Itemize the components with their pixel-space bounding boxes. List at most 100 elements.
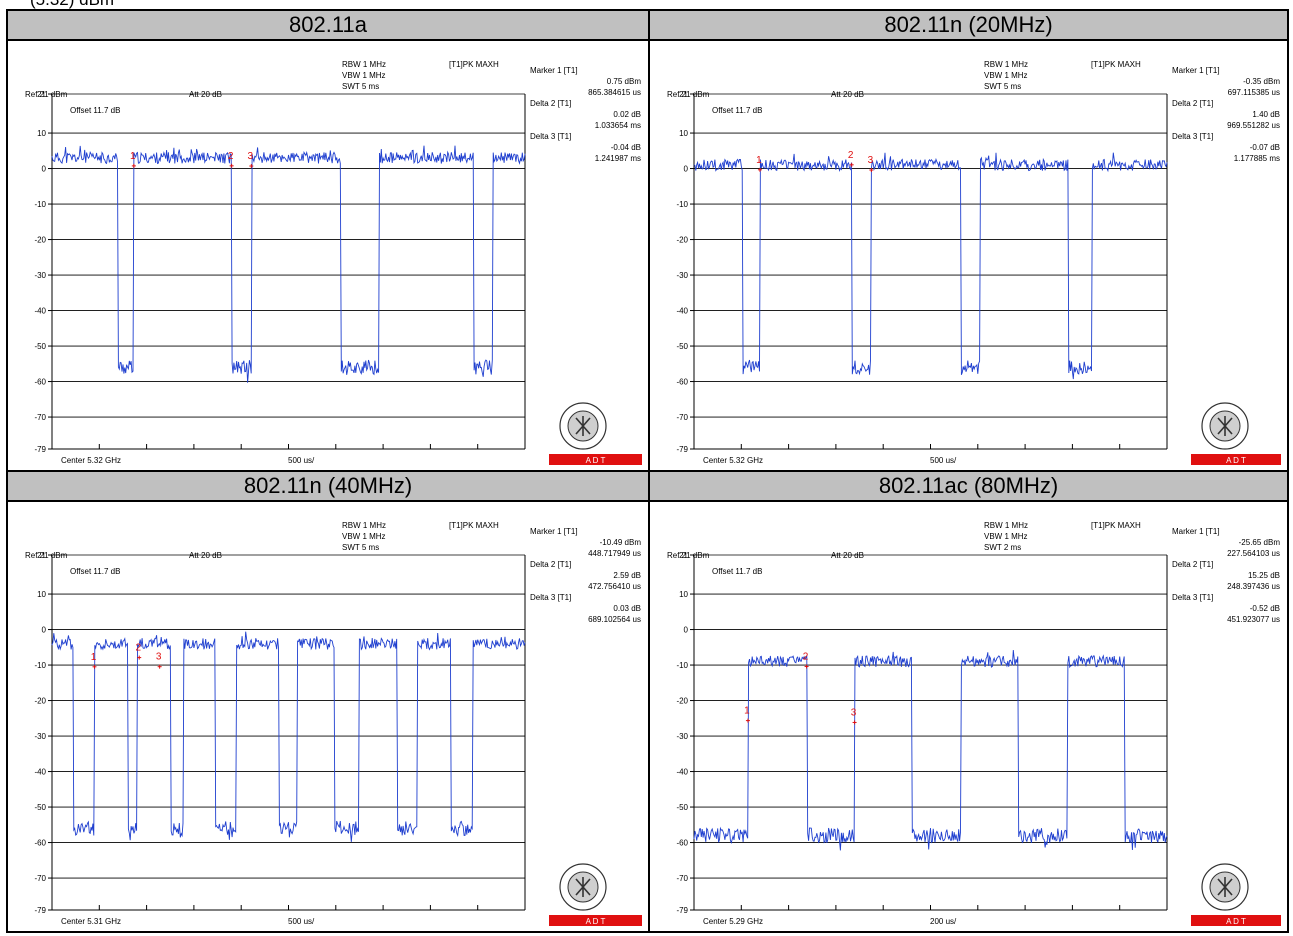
y-tick-label: -30 (34, 732, 46, 741)
marker-readout-level: 1.40 dB (1252, 110, 1280, 119)
marker-number: 2 (228, 151, 234, 162)
marker-number: 2 (135, 643, 141, 654)
marker-number: 1 (91, 652, 97, 663)
y-tick-label: -10 (676, 661, 688, 670)
marker-readout-time: 227.564103 us (1227, 549, 1280, 558)
chart-cell: Ref 21 dBm Att 20 dB Offset 11.7 dB RBW 1 M… (650, 502, 1287, 931)
y-tick-label: -50 (34, 803, 46, 812)
marker-number: 3 (248, 151, 254, 162)
marker-readout-label: Delta 2 [T1] (1172, 99, 1213, 108)
attenuation-label: Att 20 dB (189, 90, 222, 99)
panel-title: 802.11n (20MHz) (650, 11, 1287, 41)
top-fragment: (5.32) dBm (30, 0, 114, 9)
marker-readout-time: 1.033654 ms (595, 121, 641, 130)
marker-readout-label: Delta 3 [T1] (1172, 593, 1213, 602)
y-tick-label: 10 (679, 590, 688, 599)
certification-logo: A D T (1191, 863, 1281, 926)
y-tick-label: 21 (37, 90, 46, 99)
marker-readout-level: -0.04 dB (611, 143, 641, 152)
trace-mode-label: [T1]PK MAXH (449, 60, 499, 69)
spectrum-plot: Ref 21 dBm Att 20 dB Offset 11.7 dB RBW 1 M… (25, 60, 642, 465)
y-tick-label: -70 (676, 413, 688, 422)
chart-cell: Ref 21 dBm Att 20 dB Offset 11.7 dB RBW 1 M… (650, 41, 1287, 469)
marker-readout-label: Delta 2 [T1] (530, 99, 571, 108)
y-tick-label: -20 (676, 697, 688, 706)
marker-readout-level: 2.59 dB (613, 571, 641, 580)
seal-emblem (1217, 416, 1233, 436)
ref-level-label: Ref 21 dBm (25, 551, 68, 560)
y-tick-label: 0 (684, 626, 689, 635)
adt-logo-text: A D T (586, 917, 606, 926)
marker-readout-level: -0.07 dB (1250, 143, 1280, 152)
chart-cell: Ref 21 dBm Att 20 dB Offset 11.7 dB RBW 1 M… (8, 41, 648, 469)
marker-number: 3 (868, 155, 874, 166)
panel-title: 802.11a (8, 11, 648, 41)
marker-readout-level: -25.65 dBm (1239, 538, 1281, 547)
trace-mode-label: [T1]PK MAXH (449, 521, 499, 530)
marker-readout-level: 0.02 dB (613, 110, 641, 119)
span-per-div-label: 500 us/ (930, 456, 957, 465)
marker-number: 3 (851, 707, 857, 718)
trace-mode-label: [T1]PK MAXH (1091, 521, 1141, 530)
y-tick-label: -40 (676, 768, 688, 777)
marker-readout-time: 448.717949 us (588, 549, 641, 558)
attenuation-label: Att 20 dB (189, 551, 222, 560)
rbw-label: RBW 1 MHz (342, 60, 386, 69)
marker-readout-label: Marker 1 [T1] (530, 66, 578, 75)
y-tick-label: 0 (684, 165, 689, 174)
marker-readout-time: 689.102564 us (588, 615, 641, 624)
y-tick-label: -50 (676, 342, 688, 351)
y-tick-label: 0 (42, 626, 47, 635)
swt-label: SWT 5 ms (342, 82, 379, 91)
y-tick-label: -60 (676, 378, 688, 387)
marker-readout-time: 865.384615 us (588, 88, 641, 97)
marker-readout-level: -0.35 dBm (1243, 77, 1280, 86)
y-tick-label: -20 (676, 236, 688, 245)
center-frequency-label: Center 5.29 GHz (703, 917, 763, 926)
trace-line (693, 649, 1168, 851)
trace-line (51, 631, 526, 842)
seal-emblem (575, 877, 591, 897)
top-cut-text: (5.32) dBm (0, 0, 1293, 9)
swt-label: SWT 5 ms (342, 543, 379, 552)
swt-label: SWT 5 ms (984, 82, 1021, 91)
marker-readout-time: 472.756410 us (588, 582, 641, 591)
y-tick-label: -30 (676, 732, 688, 741)
rbw-label: RBW 1 MHz (984, 60, 1028, 69)
vbw-label: VBW 1 MHz (342, 71, 386, 80)
marker-readout-level: -0.52 dB (1250, 604, 1280, 613)
adt-logo-bar (549, 454, 642, 465)
y-tick-label: -30 (34, 271, 46, 280)
y-tick-label: 0 (42, 165, 47, 174)
marker-readout-time: 451.923077 us (1227, 615, 1280, 624)
marker-readout-time: 697.115385 us (1228, 88, 1280, 97)
spectrum-plot: Ref 21 dBm Att 20 dB Offset 11.7 dB RBW 1 M… (667, 60, 1281, 465)
chart-cell: Ref 21 dBm Att 20 dB Offset 11.7 dB RBW 1 M… (8, 502, 648, 931)
span-per-div-label: 500 us/ (288, 456, 315, 465)
attenuation-label: Att 20 dB (831, 551, 864, 560)
seal-emblem (575, 416, 591, 436)
marker-readout-label: Delta 3 [T1] (1172, 132, 1213, 141)
marker-readout-time: 1.177885 ms (1234, 154, 1280, 163)
swt-label: SWT 2 ms (984, 543, 1021, 552)
y-tick-label: -70 (676, 874, 688, 883)
y-tick-label: -60 (34, 839, 46, 848)
y-tick-label: -79 (676, 906, 688, 915)
certification-logo: A D T (1191, 402, 1281, 465)
marker-readout-label: Delta 2 [T1] (1172, 560, 1213, 569)
y-tick-label: -79 (676, 445, 688, 454)
adt-logo-bar (1191, 915, 1281, 926)
column-divider (648, 11, 650, 931)
marker-number: 2 (803, 651, 809, 662)
adt-logo-text: A D T (1226, 456, 1246, 465)
y-tick-label: -20 (34, 236, 46, 245)
span-per-div-label: 500 us/ (288, 917, 315, 926)
marker-number: 2 (848, 150, 854, 161)
y-tick-label: -60 (34, 378, 46, 387)
marker-readout-label: Marker 1 [T1] (1172, 527, 1220, 536)
center-frequency-label: Center 5.32 GHz (703, 456, 763, 465)
marker-readout-label: Marker 1 [T1] (530, 527, 578, 536)
marker-readout-label: Delta 2 [T1] (530, 560, 571, 569)
ref-level-label: Ref 21 dBm (667, 90, 710, 99)
y-tick-label: -40 (676, 307, 688, 316)
